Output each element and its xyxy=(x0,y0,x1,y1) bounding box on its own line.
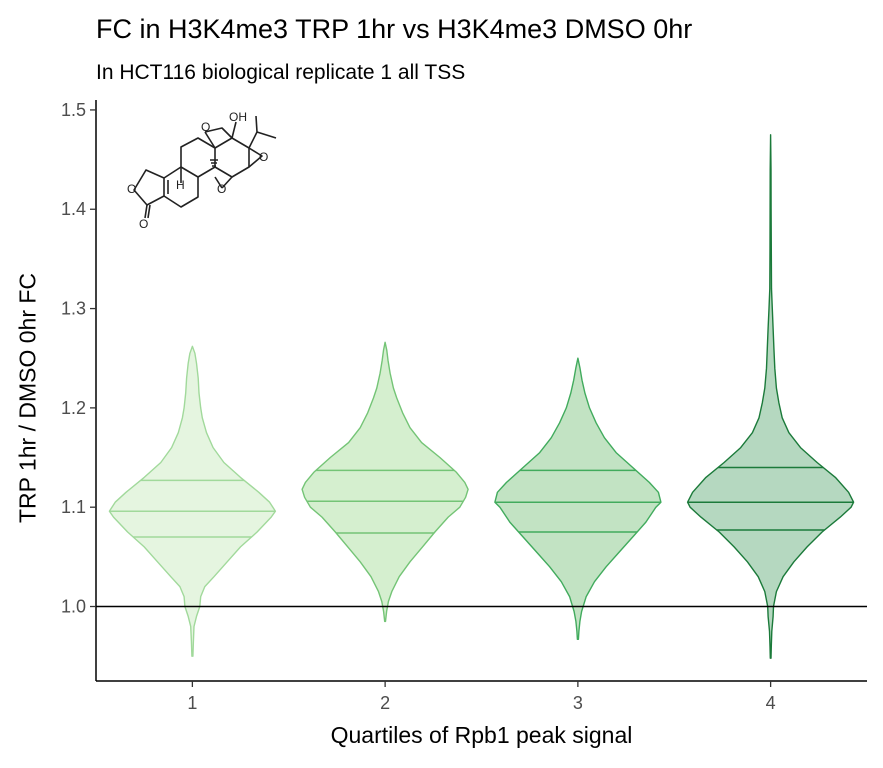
chart-subtitle: In HCT116 biological replicate 1 all TSS xyxy=(96,61,466,84)
x-tick-label: 1 xyxy=(187,693,197,713)
violin-1 xyxy=(108,345,277,657)
axes-layer: 1.0 1.1 1.2 1.3 1.4 1.5 1 2 3 4 xyxy=(61,100,867,713)
y-tick-label: 1.4 xyxy=(61,199,86,219)
molecule-labels: OH O O O H O O xyxy=(127,110,268,231)
y-tick-label: 1.1 xyxy=(61,497,86,517)
y-tick-label: 1.0 xyxy=(61,597,86,617)
violin-3 xyxy=(494,357,662,640)
molecule-label-o2: O xyxy=(259,150,268,164)
x-tick-label: 4 xyxy=(766,693,776,713)
molecule-label-o1: O xyxy=(201,120,210,134)
molecule-label-o3: O xyxy=(217,182,226,196)
violin-2 xyxy=(301,341,469,623)
molecule-label-o4: O xyxy=(127,182,136,196)
molecule-label-h: H xyxy=(176,178,185,192)
violin-layer xyxy=(108,134,855,659)
y-tick-label: 1.5 xyxy=(61,100,86,120)
molecule-label-o5: O xyxy=(139,217,148,231)
y-tick-label: 1.2 xyxy=(61,398,86,418)
chart-title: FC in H3K4me3 TRP 1hr vs H3K4me3 DMSO 0h… xyxy=(96,14,693,44)
x-tick-label: 2 xyxy=(380,693,390,713)
x-axis-label: Quartiles of Rpb1 peak signal xyxy=(330,722,633,748)
y-tick-label: 1.3 xyxy=(61,299,86,319)
molecule-label-oh: OH xyxy=(229,110,247,124)
x-tick-label: 3 xyxy=(573,693,583,713)
molecule-structure-icon xyxy=(133,115,277,219)
violin-4 xyxy=(686,134,855,659)
